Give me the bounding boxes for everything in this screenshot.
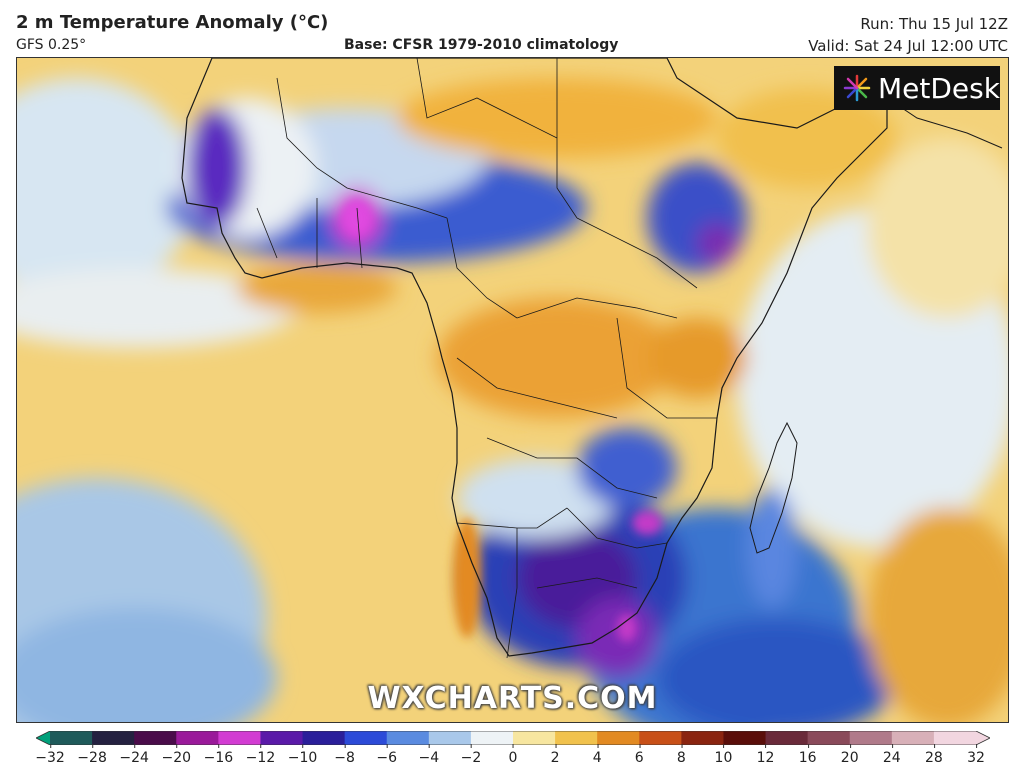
colorbar-tick-label: −10 [287, 744, 318, 766]
map-canvas [17, 58, 1008, 722]
wxcharts-watermark: WXCHARTS.COM [367, 681, 658, 716]
base-label: Base: CFSR 1979-2010 climatology [344, 37, 619, 53]
colorbar-ticks: −32 −28 −24 −20 −16 −12 −10 −8 −6 −4 −2 0 2 4 6 8 10 12 16… [35, 744, 990, 777]
colorbar-segment [891, 731, 935, 745]
colorbar-segment [50, 731, 93, 745]
colorbar-tick-label: 20 [840, 744, 859, 766]
colorbar-tick-label: 28 [924, 744, 943, 766]
colorbar-tick-label: 12 [756, 744, 775, 766]
madagascar-outline [749, 421, 798, 554]
colorbar-tick-label: 8 [676, 744, 686, 766]
colorbar-tick-text: −16 [203, 750, 234, 766]
colorbar-segment [639, 731, 682, 745]
colorbar-tick-label: 16 [798, 744, 817, 766]
colorbar-tick-label: 2 [550, 744, 560, 766]
anomaly-cores [342, 200, 662, 642]
colorbar-segment [849, 731, 893, 745]
colorbar-segment [765, 731, 809, 745]
colorbar-tick-text: −10 [287, 750, 318, 766]
metdesk-logo: MetDesk [834, 66, 1000, 110]
colorbar-segment [513, 731, 556, 745]
colorbar-segment [260, 731, 304, 745]
colorbar-segment [681, 731, 724, 745]
metdesk-logo-text: MetDesk [878, 71, 1000, 105]
colorbar-tick-text: −32 [35, 750, 65, 766]
colorbar-tick-text: −24 [119, 750, 149, 766]
run-label: Run: Thu 15 Jul 12Z [860, 15, 1008, 33]
chart-title: 2 m Temperature Anomaly (°C) [16, 12, 329, 33]
colorbar-tick-label: 6 [634, 744, 644, 766]
colorbar-tick-label: −16 [203, 744, 234, 766]
colorbar-tick-label: −2 [460, 744, 482, 766]
colorbar-tick-label: −6 [376, 744, 398, 766]
colorbar-segment [933, 731, 977, 745]
country-borders [256, 58, 717, 659]
colorbar-tick-text: 4 [592, 750, 602, 766]
colorbar-min-arrow [36, 731, 50, 745]
africa-coastline [181, 58, 888, 657]
colorbar-segment [386, 731, 430, 745]
colorbar-tick-text: −4 [418, 750, 440, 766]
colorbar-tick-label: −8 [334, 744, 355, 766]
colorbar-tick-text: 2 [550, 750, 560, 766]
colorbar-segment [134, 731, 177, 745]
colorbar-tick-text: 24 [882, 750, 901, 766]
colorbar-tick-label: −24 [119, 744, 149, 766]
colorbar-segment [428, 731, 472, 745]
colorbar-tick-text: 28 [924, 750, 943, 766]
colorbar-tick-text: 32 [967, 750, 985, 766]
colorbar-tick-text: −6 [376, 750, 398, 766]
colorbar-segment [302, 731, 346, 745]
colorbar-tick-text: −28 [77, 750, 107, 766]
colorbar-tick-text: −12 [245, 750, 276, 766]
colorbar-tick-text: 10 [714, 750, 733, 766]
colorbar-tick-text: −8 [334, 750, 355, 766]
colorbar-segment [218, 731, 261, 745]
colorbar-tick-label: −12 [245, 744, 276, 766]
anomaly-map[interactable]: MetDesk WXCHARTS.COM [16, 57, 1009, 723]
colorbar-tick-text: 20 [840, 750, 859, 766]
colorbar-tick-label: −32 [35, 744, 65, 766]
colorbar-tick-label: 4 [592, 744, 602, 766]
colorbar-segment [344, 731, 388, 745]
colorbar-segment [555, 731, 598, 745]
colorbar-segment [92, 731, 135, 745]
colorbar-segment [723, 731, 767, 745]
temperature-colorbar [36, 731, 990, 745]
colorbar-tick-text: 12 [756, 750, 775, 766]
colorbar-tick-text: 8 [676, 750, 686, 766]
colorbar-segment [597, 731, 640, 745]
metdesk-burst-icon [843, 74, 871, 102]
colorbar-tick-label: −20 [161, 744, 192, 766]
colorbar-segment [176, 731, 219, 745]
colorbar-tick-text: 16 [798, 750, 817, 766]
colorbar-tick-text: −2 [460, 750, 482, 766]
colorbar-tick-label: −28 [77, 744, 107, 766]
colorbar-tick-text: 6 [634, 750, 644, 766]
colorbar-segment [807, 731, 851, 745]
anomaly-fields [17, 78, 1008, 722]
model-label: GFS 0.25° [16, 37, 87, 53]
colorbar-tick-text: −20 [161, 750, 192, 766]
colorbar-tick-label: 32 [967, 744, 985, 766]
colorbar-tick-label: 24 [882, 744, 901, 766]
colorbar-tick-text: 0 [508, 750, 518, 766]
colorbar-tick-label: 10 [714, 744, 733, 766]
valid-label: Valid: Sat 24 Jul 12:00 UTC [808, 37, 1008, 55]
colorbar-tick-label: −4 [418, 744, 440, 766]
colorbar-tick-label: 0 [508, 744, 518, 766]
colorbar-segment [470, 731, 514, 745]
colorbar-max-arrow [976, 731, 990, 745]
